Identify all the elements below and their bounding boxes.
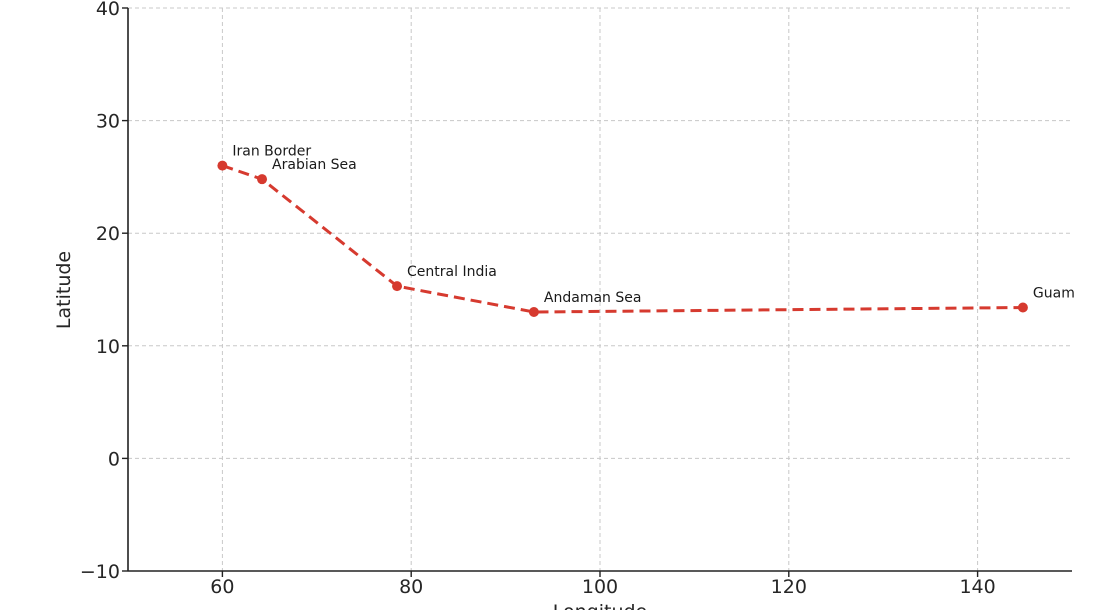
series	[217, 160, 1028, 318]
data-point-label: Iran Border	[232, 144, 311, 160]
data-point	[217, 160, 228, 171]
data-point	[1017, 302, 1028, 313]
y-tick-label: 0	[108, 448, 120, 470]
data-point-label: Andaman Sea	[544, 290, 642, 306]
data-point-label: Central India	[407, 264, 497, 280]
x-tick-label: 140	[959, 576, 995, 598]
data-point	[528, 307, 539, 318]
y-tick-label: −10	[80, 561, 120, 583]
y-tick-label: 40	[96, 0, 120, 20]
x-tick-label: 100	[582, 576, 618, 598]
data-point	[392, 281, 403, 292]
x-axis-label: Longitude	[553, 601, 648, 610]
y-tick-label: 30	[96, 111, 120, 133]
ticks: 60 80 100 120 140 −10 0 10 20 30 40	[80, 0, 996, 598]
x-tick-label: 80	[399, 576, 423, 598]
y-tick-label: 10	[96, 336, 120, 358]
x-tick-label: 60	[210, 576, 234, 598]
data-point-label: Guam	[1033, 286, 1075, 302]
x-tick-label: 120	[771, 576, 807, 598]
y-tick-label: 20	[96, 223, 120, 245]
y-axis-label: Latitude	[53, 251, 75, 329]
data-point-label: Arabian Sea	[272, 157, 357, 173]
data-point	[257, 174, 268, 185]
